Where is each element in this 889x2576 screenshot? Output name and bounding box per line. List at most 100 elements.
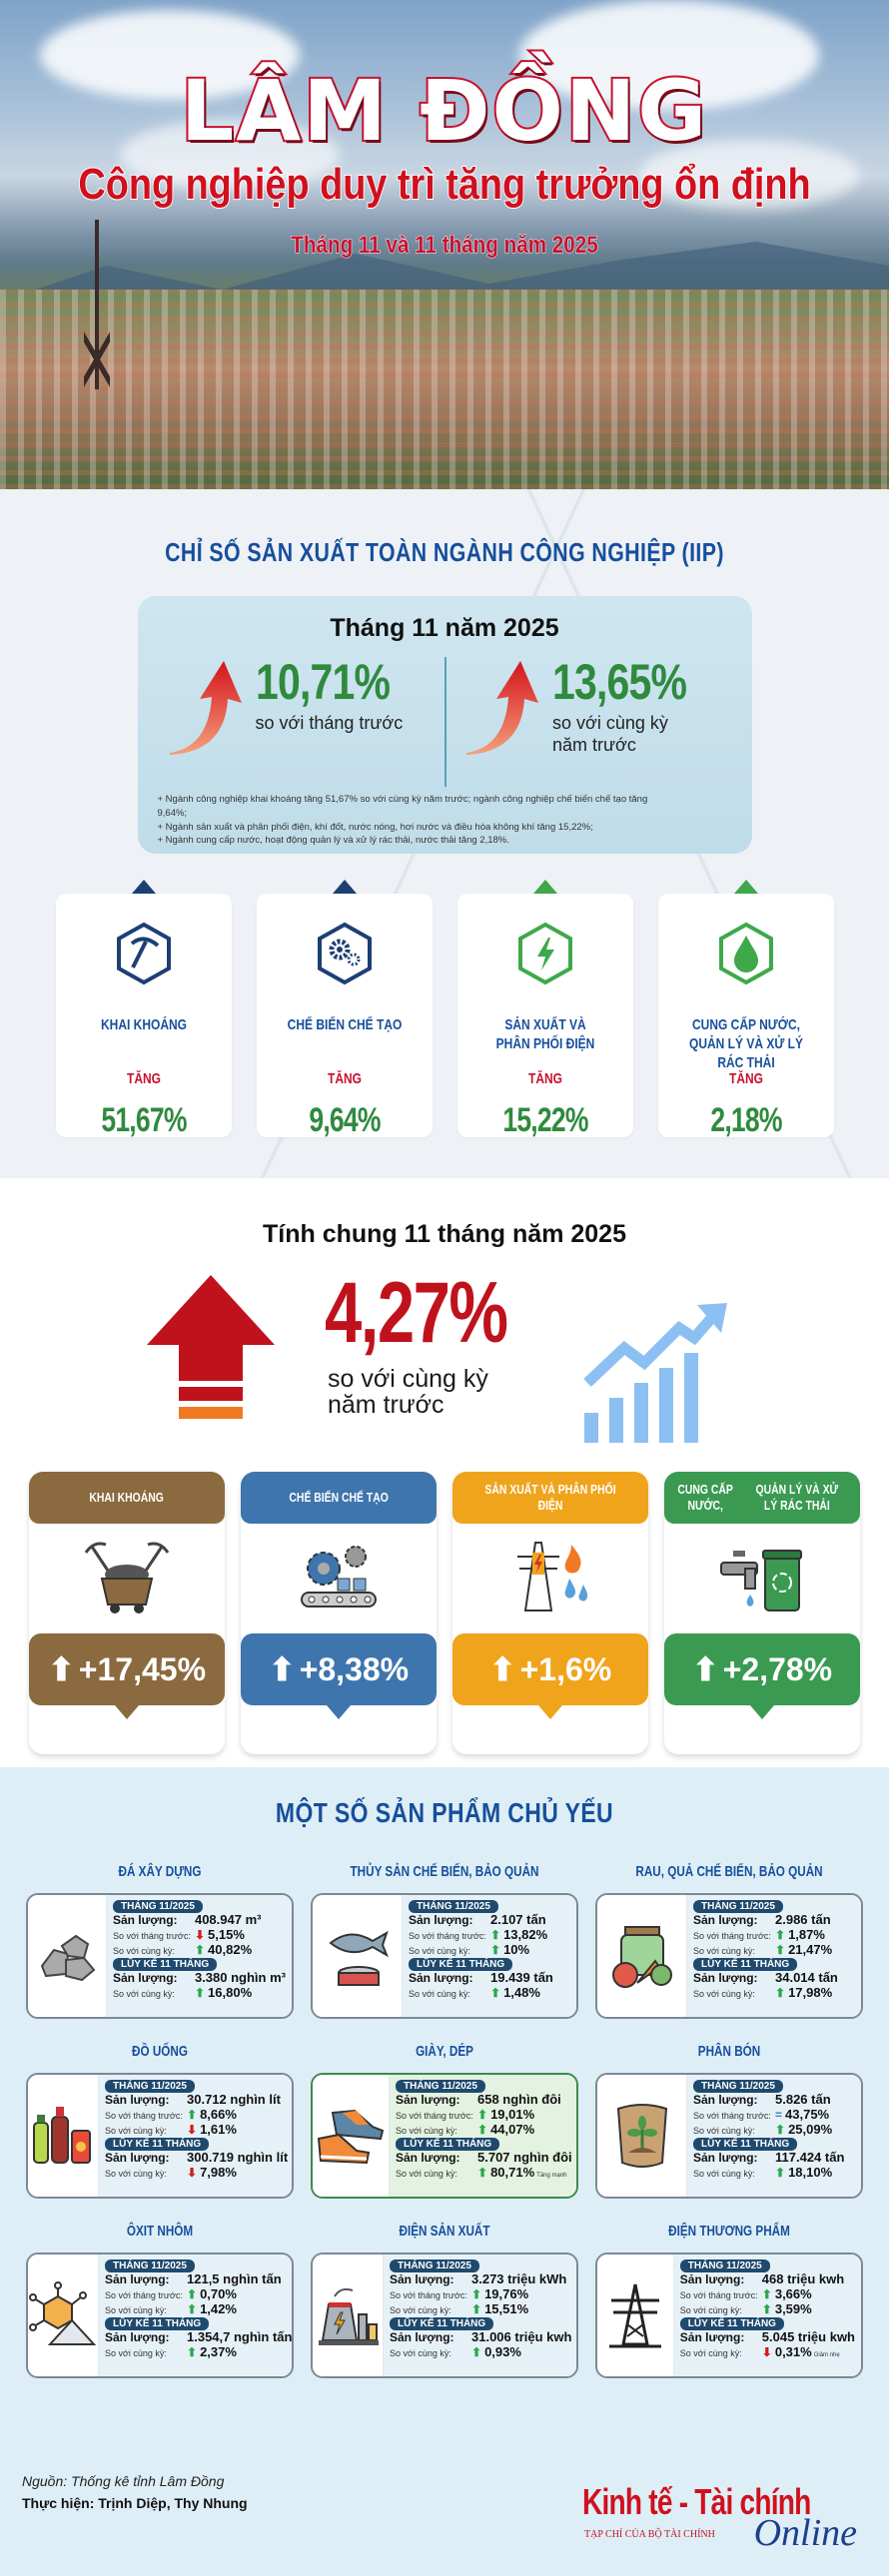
cum-card-value: ⬆ +8,38% (241, 1633, 437, 1719)
cumulative-tag: LŨY KẾ 11 THÁNG (693, 2137, 798, 2151)
month-output-row: Sản lượng: 658 nghìn đôi (396, 2092, 561, 2107)
iip-yoy-value: 13,65% (552, 654, 687, 710)
product-stats: THÁNG 11/2025 Sản lượng: 3.273 triệu kWh … (384, 2254, 576, 2376)
cum-card-manufacturing: CHẾ BIẾN CHẾ TẠO ⬆ +8,38% (241, 1472, 437, 1760)
month-yoy-row: So với cùng kỳ: ⬆ 10% (409, 1941, 530, 1957)
cum-output-row: Sản lượng: 31.006 triệu kwh (390, 2328, 572, 2344)
pickaxe-icon (116, 922, 171, 985)
iip-section: CHỈ SỐ SẢN XUẤT TOÀN NGÀNH CÔNG NGHIỆP (… (0, 489, 889, 1178)
cumulative-title: Tính chung 11 tháng năm 2025 (263, 1220, 626, 1248)
sector-card-water: CUNG CẤP NƯỚC, QUẢN LÝ VÀ XỬ LÝ RÁC THẢI … (657, 880, 834, 1139)
equal-icon: = (775, 2107, 783, 2122)
sector-value: 51,67% (100, 1101, 187, 1139)
cum-card-header: CHẾ BIẾN CHẾ TẠO (241, 1472, 437, 1524)
arrow-up-icon: ⬆ (194, 1942, 206, 1957)
month-yoy-row: So với cùng kỳ: ⬆ 1,42% (105, 2300, 237, 2316)
product-name: THỦY SẢN CHẾ BIẾN, BẢO QUẢN (350, 1863, 539, 1880)
product-name: PHÂN BÓN (697, 2043, 761, 2060)
month-mom-row: So với tháng trước: = 43,75% (693, 2106, 830, 2122)
arrow-up-icon: ⬆ (268, 1651, 296, 1687)
month-mom-row: So với tháng trước: ⬆ 19,01% (396, 2106, 535, 2122)
arrow-up-icon: ⬆ (775, 2165, 786, 2180)
cum-card-header: KHAI KHOÁNG (29, 1472, 225, 1524)
city-photo (0, 290, 889, 489)
month-mom-row: So với tháng trước: ⬆ 8,66% (105, 2106, 237, 2122)
product-item-6: ÔXIT NHÔM THÁNG 11/2025 Sản lượng: 121,5 … (26, 2223, 294, 2378)
month-mom-row: So với tháng trước: ⬆ 0,70% (105, 2285, 237, 2301)
triangle-marker (332, 880, 357, 894)
product-item-0: ĐÁ XÂY DỰNG THÁNG 11/2025 Sản lượng: 408.… (26, 1863, 294, 2019)
iip-mom: 10,71% so với tháng trước (158, 657, 436, 787)
footer: Nguồn: Thống kê tỉnh Lâm Đồng Thực hiện:… (0, 2451, 889, 2576)
cum-output-row: Sản lượng: 3.380 nghìn m³ (112, 1969, 286, 1985)
cum-yoy-row: So với cùng kỳ: ⬆ 2,37% (105, 2343, 237, 2359)
sector-change-label: TĂNG (126, 1070, 161, 1087)
cumulative-sector-cards: KHAI KHOÁNG ⬆ +17,45% CHẾ BIẾN CHẾ TẠO ⬆ +… (0, 1448, 889, 1767)
radio-tower (84, 220, 110, 389)
arrow-down-icon: ⬇ (187, 2165, 198, 2180)
arrow-up-icon: ⬆ (187, 2301, 198, 2316)
power-tower-icon (452, 1524, 648, 1633)
cloud-decoration (40, 10, 300, 100)
product-card: THÁNG 11/2025 Sản lượng: 408.947 m³ So vớ… (26, 1893, 294, 2019)
products-section: MỘT SỐ SẢN PHẨM CHỦ YẾU ĐÁ XÂY DỰNG THÁN… (0, 1767, 889, 2576)
arrow-up-icon: ⬆ (691, 1651, 719, 1687)
product-card: THÁNG 11/2025 Sản lượng: 2.986 tấn So với… (595, 1893, 863, 2019)
product-stats: THÁNG 11/2025 Sản lượng: 468 triệu kwh So… (673, 2254, 861, 2376)
month-mom-row: So với tháng trước: ⬇ 5,15% (112, 1926, 245, 1942)
iip-mom-label: so với tháng trước (255, 713, 404, 733)
cum-output-row: Sản lượng: 300.719 nghìn lít (105, 2149, 289, 2165)
product-item-1: THỦY SẢN CHẾ BIẾN, BẢO QUẢN THÁNG 11/202… (311, 1863, 578, 2019)
iip-yoy: 13,65% so với cùng kỳ năm trước (435, 657, 732, 787)
sector-card-electricity: SẢN XUẤT VÀ PHÂN PHỐI ĐIỆN TĂNG 15,22% (456, 880, 633, 1139)
product-name: ĐIỆN THƯƠNG PHẨM (668, 2223, 790, 2240)
month-yoy-row: So với cùng kỳ: ⬆ 44,07% (396, 2121, 535, 2137)
hero-title: LÂM ĐỒNG (179, 60, 709, 162)
month-tag: THÁNG 11/2025 (693, 2080, 783, 2093)
products-grid: ĐÁ XÂY DỰNG THÁNG 11/2025 Sản lượng: 408.… (0, 1863, 889, 2378)
month-yoy-row: So với cùng kỳ: ⬇ 1,61% (105, 2121, 237, 2137)
product-name: ÔXIT NHÔM (126, 2223, 194, 2240)
arrow-up-icon: ⬆ (761, 2286, 772, 2301)
arrow-up-icon: ⬆ (47, 1651, 75, 1687)
iip-summary-box: Tháng 11 năm 2025 10,71% so với tháng tr… (137, 596, 752, 854)
month-mom-row: So với tháng trước: ⬆ 19,76% (390, 2285, 529, 2301)
arrow-up-icon: ⬆ (488, 1651, 516, 1687)
product-stats: THÁNG 11/2025 Sản lượng: 121,5 nghìn tấn … (99, 2254, 293, 2376)
iip-note: + Ngành cung cấp nước, hoạt động quản lý… (157, 835, 509, 847)
arrow-up-icon: ⬆ (490, 1985, 501, 2000)
arrow-up-icon: ⬆ (194, 1985, 206, 2000)
month-tag: THÁNG 11/2025 (112, 1900, 203, 1913)
logo-main-text: Kinh tế - Tài chính (582, 2481, 811, 2522)
logo-sub-text: TẠP CHÍ CỦA BỘ TÀI CHÍNH (584, 2529, 715, 2540)
cum-output-row: Sản lượng: 1.354,7 nghìn tấn (105, 2328, 293, 2344)
product-stats: THÁNG 11/2025 Sản lượng: 408.947 m³ So vớ… (106, 1895, 292, 2017)
water-drop-icon (718, 922, 773, 985)
cumulative-tag: LŨY KẾ 11 THÁNG (105, 2137, 210, 2151)
sector-value: 9,64% (308, 1101, 381, 1139)
arrow-up-icon: ⬆ (775, 2122, 786, 2137)
cum-output-row: Sản lượng: 5.707 nghìn đôi (396, 2149, 572, 2165)
product-card: THÁNG 11/2025 Sản lượng: 30.712 nghìn lít… (26, 2073, 294, 2199)
cum-card-header: SẢN XUẤT VÀ PHÂN PHỐI ĐIỆN (452, 1472, 648, 1524)
cum-yoy-row: So với cùng kỳ: ⬇ 0,31% Giảm nhẹ (679, 2343, 840, 2359)
month-mom-row: So với tháng trước: ⬆ 13,82% (409, 1926, 548, 1942)
product-card: THÁNG 11/2025 Sản lượng: 2.107 tấn So với… (311, 1893, 578, 2019)
vegetable-jar-icon (597, 1895, 687, 2017)
sneakers-icon (313, 2075, 390, 2197)
arrow-up-icon: ⬆ (187, 2344, 198, 2359)
transmission-tower-icon (597, 2254, 674, 2376)
product-stats: THÁNG 11/2025 Sản lượng: 2.107 tấn So với… (403, 1895, 576, 2017)
product-name: ĐỒ UỐNG (132, 2043, 188, 2060)
arrow-up-icon: ⬆ (477, 2165, 488, 2180)
fertilizer-bag-icon (597, 2075, 687, 2197)
arrow-up-icon: ⬆ (187, 2107, 198, 2122)
month-yoy-row: So với cùng kỳ: ⬆ 25,09% (693, 2121, 833, 2137)
mine-cart-icon (29, 1524, 225, 1633)
divider (444, 657, 446, 787)
arrow-up-icon: ⬆ (471, 2344, 482, 2359)
cum-yoy-row: So với cùng kỳ: ⬇ 7,98% (105, 2164, 237, 2180)
product-card: THÁNG 11/2025 Sản lượng: 468 triệu kwh So… (595, 2253, 863, 2378)
cum-output-row: Sản lượng: 34.014 tấn (693, 1969, 838, 1985)
sector-name: KHAI KHOÁNG (100, 1016, 187, 1033)
